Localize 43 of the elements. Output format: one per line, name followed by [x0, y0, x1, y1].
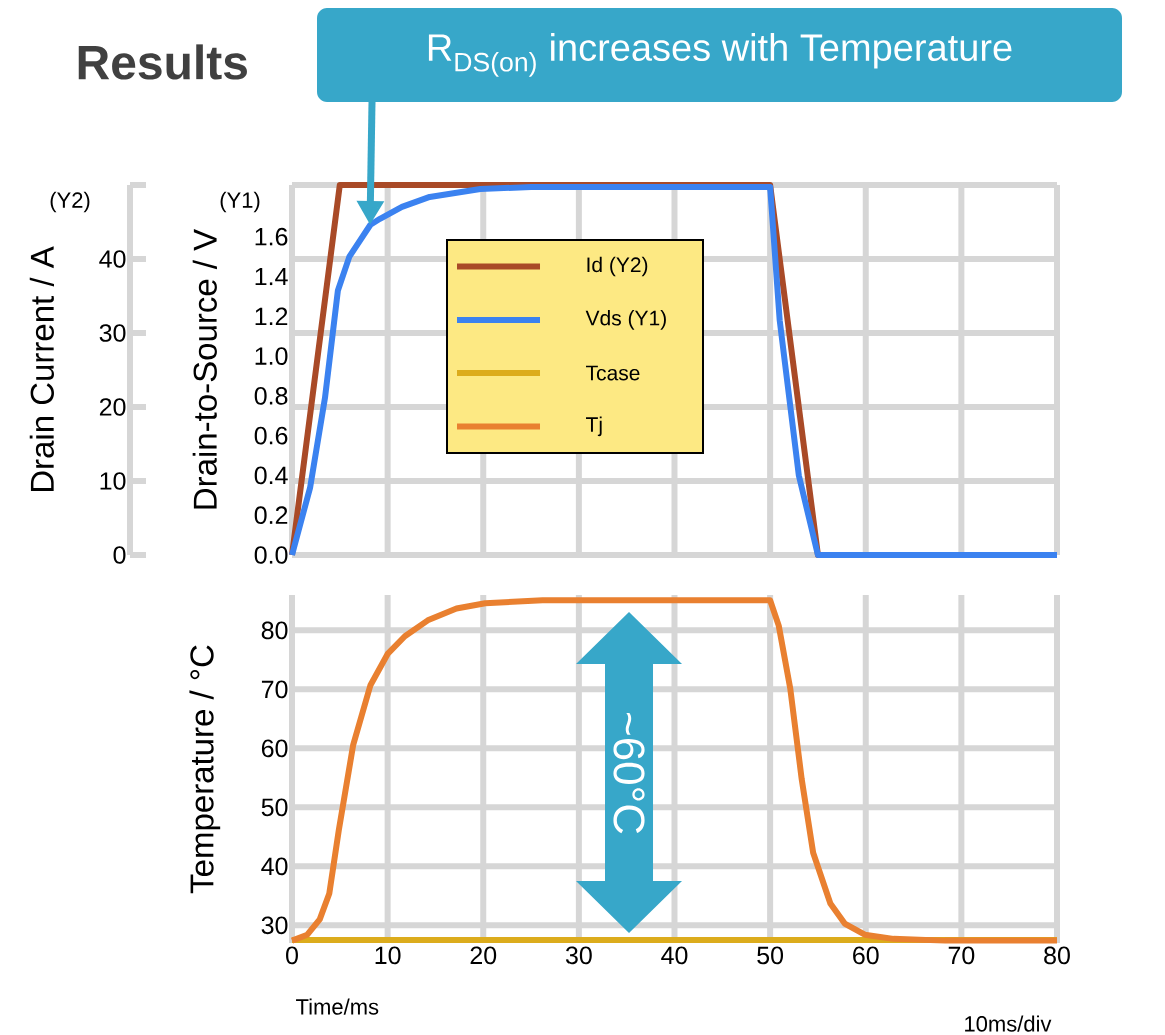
y2-tick-label: 0	[113, 546, 126, 564]
y-tick-label: 1.2	[255, 307, 288, 325]
y2-axis-title: Drain Current / A	[29, 246, 54, 492]
y-tick-label: 60	[261, 739, 288, 758]
y-tick-label: 70	[261, 680, 288, 699]
y-axis-title: Drain-to-Source / V	[192, 228, 217, 509]
y2-tick-label: 30	[99, 324, 126, 342]
x-tick-label: 50	[757, 946, 784, 965]
x-tick-label: 70	[948, 946, 975, 965]
x-axis-title: Time/ms	[296, 998, 379, 1015]
y-tick-label: 1.6	[255, 227, 288, 246]
chart-title: Results	[78, 44, 247, 80]
text: 10ms/div	[965, 1015, 1052, 1032]
legend-label: Tcase	[586, 365, 640, 381]
annotation: ~60°C	[613, 712, 645, 834]
y-tick-label: 30	[261, 916, 288, 935]
x-tick-label: 10	[375, 946, 401, 965]
text: R$_{DS(on)}$ increases with Temperature	[428, 33, 1012, 77]
y-tick-label: 1.0	[255, 347, 288, 365]
y-tick-label: 0.6	[254, 426, 288, 445]
y2-tick-label: 40	[99, 250, 126, 268]
y-tick-label: 0.2	[254, 506, 288, 525]
x-tick-label: 0	[286, 946, 298, 965]
y-tick-label: 0.0	[254, 546, 288, 564]
x-tick-label: 20	[470, 946, 497, 965]
text: (Y2)	[50, 191, 90, 213]
x-tick-label: 60	[853, 946, 879, 965]
y-tick-label: 1.4	[255, 267, 288, 286]
legend-label: Vds (Y1)	[585, 310, 666, 330]
y-tick-label: 40	[261, 857, 288, 876]
y-tick-label: 0.8	[254, 387, 288, 405]
text: (Y1)	[220, 191, 260, 213]
legend-label: Tj	[586, 416, 602, 437]
x-tick-label: 80	[1044, 946, 1070, 965]
y-tick-label: 80	[261, 621, 288, 640]
y-axis-title: Temperature / °C	[189, 645, 221, 894]
legend-label: Id (Y2)	[587, 256, 648, 277]
x-tick-label: 30	[565, 946, 592, 965]
x-tick-label: 40	[661, 946, 688, 965]
y-tick-label: 0.4	[254, 466, 288, 485]
y2-tick-label: 20	[99, 398, 126, 416]
y-tick-label: 50	[261, 798, 288, 817]
y2-tick-label: 10	[100, 472, 126, 490]
